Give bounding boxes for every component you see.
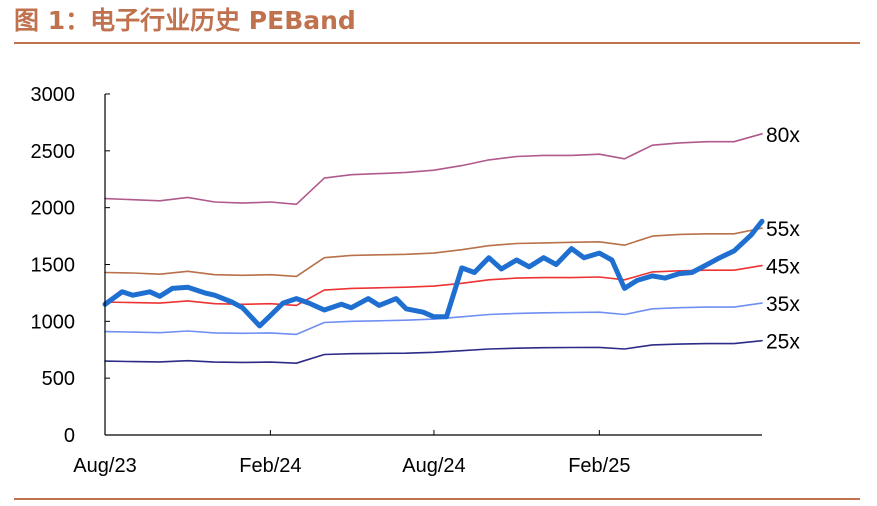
y-tick-label: 3000 <box>31 84 76 106</box>
series-line-pe-45x <box>104 264 763 307</box>
x-tick-label: Feb/25 <box>568 455 630 477</box>
y-tick-label: 0 <box>64 425 75 447</box>
y-tick-label: 500 <box>42 368 75 390</box>
pe-band-lines <box>102 133 765 364</box>
bottom-rule <box>14 498 860 500</box>
page-title: 图 1：电子行业历史 PEBand <box>14 6 356 35</box>
band-label-25x: 25x <box>766 331 800 354</box>
y-tick-label: 2500 <box>31 141 76 163</box>
x-tick-label: Feb/24 <box>239 455 301 477</box>
band-label-80x: 80x <box>766 124 800 147</box>
band-label-55x: 55x <box>766 218 800 241</box>
series-line-pe-25x <box>104 339 763 364</box>
series-line-pe-80x <box>104 133 763 206</box>
y-tick-label: 1500 <box>31 255 76 277</box>
band-labels: 80x 55x 45x 35x 25x <box>766 124 800 354</box>
series-line-index <box>102 218 765 329</box>
x-tick-label: Aug/24 <box>402 455 465 477</box>
band-label-45x: 45x <box>766 256 800 279</box>
x-tick-label: Aug/23 <box>73 455 136 477</box>
y-tick-label: 1000 <box>31 311 76 333</box>
series-line-pe-55x <box>104 227 763 278</box>
title-rule <box>14 42 860 44</box>
y-tick-label: 2000 <box>31 198 76 220</box>
band-label-35x: 35x <box>766 293 800 316</box>
chart-axes: 0 500 1000 1500 2000 2500 3000 Aug/23 Feb/24 Aug/… <box>31 84 762 477</box>
